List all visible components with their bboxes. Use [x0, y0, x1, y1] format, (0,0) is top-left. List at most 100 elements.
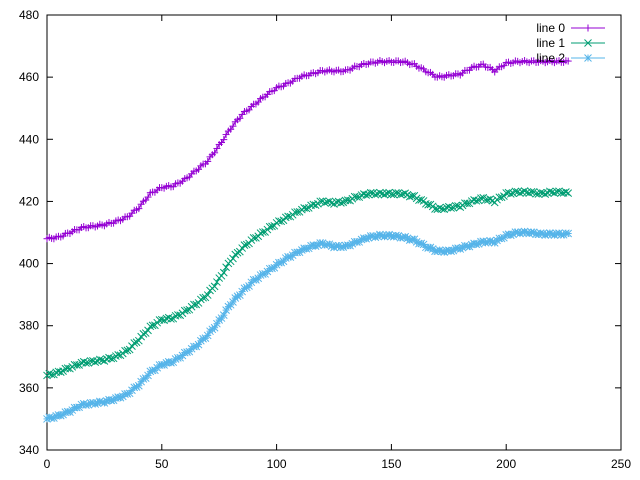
- data-point-1: [527, 187, 536, 196]
- data-point-0: [135, 205, 143, 213]
- y-tick-label: 440: [19, 132, 39, 146]
- data-point-1: [236, 247, 244, 256]
- data-point-1: [82, 359, 90, 367]
- data-point-1: [545, 187, 554, 196]
- data-point-1: [541, 190, 550, 198]
- data-point-1: [125, 345, 134, 354]
- data-point-1: [268, 222, 276, 231]
- data-point-1: [114, 350, 123, 359]
- series-0: [43, 57, 572, 243]
- data-point-1: [424, 200, 432, 209]
- data-point-1: [532, 189, 540, 198]
- data-point-1: [210, 282, 219, 291]
- data-point-1: [203, 291, 212, 299]
- data-point-0: [211, 149, 219, 157]
- data-point-1: [438, 204, 446, 213]
- data-point-1: [217, 271, 226, 280]
- legend-marker-2: [584, 54, 592, 62]
- data-point-1: [229, 254, 237, 263]
- data-point-0: [204, 157, 212, 165]
- data-point-1: [167, 315, 175, 323]
- data-point-1: [369, 189, 377, 197]
- data-point-0: [564, 57, 572, 65]
- data-point-1: [343, 196, 352, 204]
- data-point-1: [265, 222, 274, 231]
- data-point-1: [316, 197, 325, 206]
- legend-label-2: line 2: [536, 51, 565, 65]
- data-point-1: [72, 361, 81, 369]
- data-point-1: [134, 336, 143, 345]
- data-point-1: [477, 194, 485, 202]
- data-point-1: [444, 202, 453, 211]
- data-point-1: [323, 198, 331, 206]
- data-point-1: [180, 306, 189, 315]
- data-point-1: [98, 356, 106, 365]
- data-point-1: [284, 212, 292, 221]
- legend-marker-0: [584, 24, 592, 32]
- data-point-1: [47, 370, 56, 379]
- data-point-1: [190, 300, 198, 309]
- data-point-1: [376, 188, 384, 197]
- axes: 0 50 100 150 200 250 340 360 380 400 420 440 460 480: [19, 8, 631, 471]
- data-point-1: [79, 357, 88, 366]
- data-point-1: [447, 204, 455, 212]
- data-point-1: [396, 190, 405, 199]
- data-point-1: [222, 263, 230, 272]
- series-2: [43, 227, 573, 423]
- y-tick-label: 380: [19, 319, 39, 333]
- x-tick-label: 0: [44, 457, 51, 471]
- data-point-1: [148, 321, 157, 330]
- data-point-1: [107, 354, 116, 363]
- x-tick-label: 250: [611, 457, 631, 471]
- data-point-1: [327, 199, 336, 207]
- data-point-1: [240, 241, 249, 249]
- data-point-1: [139, 330, 148, 338]
- data-point-1: [366, 188, 375, 197]
- data-point-1: [392, 189, 400, 197]
- data-point-1: [146, 322, 155, 331]
- data-point-0: [220, 136, 228, 144]
- data-point-1: [550, 189, 559, 198]
- legend-label-1: line 1: [536, 36, 565, 50]
- data-point-1: [431, 205, 439, 213]
- data-point-1: [534, 190, 543, 198]
- data-point-1: [86, 357, 95, 365]
- x-tick-label: 200: [496, 457, 516, 471]
- data-point-1: [481, 196, 490, 204]
- data-point-1: [63, 364, 72, 373]
- data-point-1: [401, 189, 410, 198]
- data-point-2: [486, 236, 494, 245]
- data-point-1: [320, 198, 329, 207]
- data-point-1: [506, 190, 515, 198]
- data-point-0: [213, 144, 221, 152]
- data-point-1: [362, 191, 370, 199]
- data-point-1: [132, 338, 141, 347]
- y-tick-label: 420: [19, 194, 39, 208]
- data-point-1: [525, 189, 534, 197]
- y-tick-label: 400: [19, 257, 39, 271]
- data-point-1: [293, 208, 302, 216]
- data-point-1: [405, 192, 414, 201]
- data-point-1: [536, 188, 545, 197]
- legend-label-0: line 0: [536, 21, 565, 35]
- data-point-1: [174, 311, 182, 319]
- data-point-1: [371, 190, 380, 199]
- data-point-1: [387, 190, 396, 199]
- data-point-1: [435, 203, 444, 212]
- data-point-1: [249, 233, 258, 242]
- data-point-1: [334, 197, 343, 206]
- data-point-1: [483, 196, 492, 204]
- y-tick-label: 460: [19, 70, 39, 84]
- data-point-1: [302, 204, 311, 213]
- data-point-1: [213, 278, 221, 286]
- data-point-1: [311, 201, 320, 209]
- data-point-2: [564, 229, 573, 238]
- data-point-1: [91, 358, 100, 366]
- data-point-1: [45, 369, 54, 378]
- data-point-0: [222, 131, 230, 139]
- data-point-1: [472, 196, 481, 205]
- data-point-1: [495, 193, 504, 202]
- data-point-1: [562, 188, 570, 196]
- data-point-1: [130, 339, 139, 347]
